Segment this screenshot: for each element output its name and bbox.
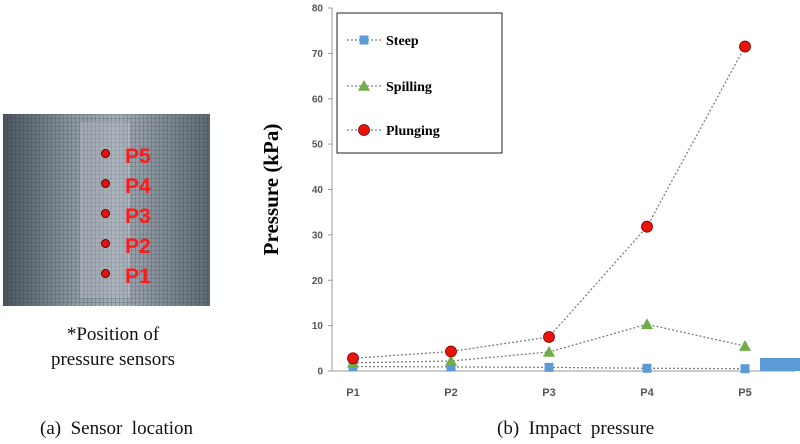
- data-point-steep-p2: [446, 362, 456, 372]
- sensor-note-line1: *Position of: [66, 324, 160, 345]
- y-axis-label: Pressure (kPa): [259, 124, 283, 256]
- data-point-spilling-p2: [445, 355, 457, 366]
- caption-a: (a) Sensor location: [40, 418, 194, 439]
- sensor-label-p3: P3: [125, 205, 151, 228]
- caption-b: (b) Impact pressure: [497, 418, 655, 439]
- data-point-spilling-p4: [641, 318, 653, 330]
- series-line-spilling: [352, 323, 746, 364]
- sensor-location-panel: P5 P4 P3 P2 P1 *Position of pressure sen…: [0, 0, 230, 444]
- data-point-plunging-p1: [347, 352, 359, 365]
- y-tick-label-50: 50: [312, 140, 324, 151]
- data-point-plunging-p5: [739, 40, 751, 53]
- y-tick-label-60: 60: [312, 94, 324, 105]
- impact-pressure-chart: 0 10 20 30 40 50 60 70 80 P1 P2 P3 P4 P5 Pressure (kPa…: [259, 4, 795, 399]
- data-point-plunging-p3: [543, 331, 555, 343]
- sensor-label-p4: P4: [125, 175, 151, 198]
- data-point-steep-p3: [544, 362, 554, 372]
- data-point-plunging-p2: [445, 345, 457, 358]
- sensor-dot-p5: [101, 149, 110, 158]
- data-point-plunging-p4: [641, 220, 653, 233]
- legend-marker-steep: [359, 35, 369, 45]
- y-tick-label-40: 40: [312, 185, 324, 196]
- x-tick-label-p3: P3: [542, 387, 555, 399]
- data-point-spilling-p5: [739, 340, 751, 351]
- legend-label-steep: Steep: [386, 34, 419, 49]
- y-tick-label-70: 70: [312, 49, 324, 60]
- data-point-steep-p4: [642, 363, 652, 373]
- x-tick-label-p1: P1: [346, 387, 359, 399]
- blue-marker-block: [760, 358, 800, 371]
- sensor-dot-p3: [101, 209, 110, 218]
- y-tick-label-20: 20: [312, 276, 324, 287]
- y-tick-label-10: 10: [312, 321, 324, 332]
- legend-marker-spilling: [358, 80, 370, 91]
- data-point-steep-p5: [740, 364, 750, 374]
- x-tick-label-p2: P2: [444, 387, 457, 399]
- sensor-dot-p1: [101, 269, 110, 278]
- y-tick-label-0: 0: [317, 367, 323, 378]
- sensor-dot-p4: [101, 179, 110, 188]
- legend-label-plunging: Plunging: [386, 124, 440, 139]
- sensor-label-p1: P1: [125, 265, 151, 288]
- data-point-spilling-p3: [543, 345, 555, 357]
- x-tick-label-p5: P5: [738, 387, 751, 399]
- y-tick-label-80: 80: [312, 4, 324, 15]
- sensor-note-line2: pressure sensors: [50, 349, 175, 370]
- sensor-label-p5: P5: [125, 145, 151, 168]
- sensor-label-p2: P2: [125, 235, 151, 258]
- x-tick-label-p4: P4: [640, 387, 654, 399]
- sensor-dot-p2: [101, 239, 110, 248]
- y-tick-label-30: 30: [312, 230, 324, 241]
- legend-label-spilling: Spilling: [386, 80, 432, 95]
- legend-marker-plunging: [358, 124, 370, 136]
